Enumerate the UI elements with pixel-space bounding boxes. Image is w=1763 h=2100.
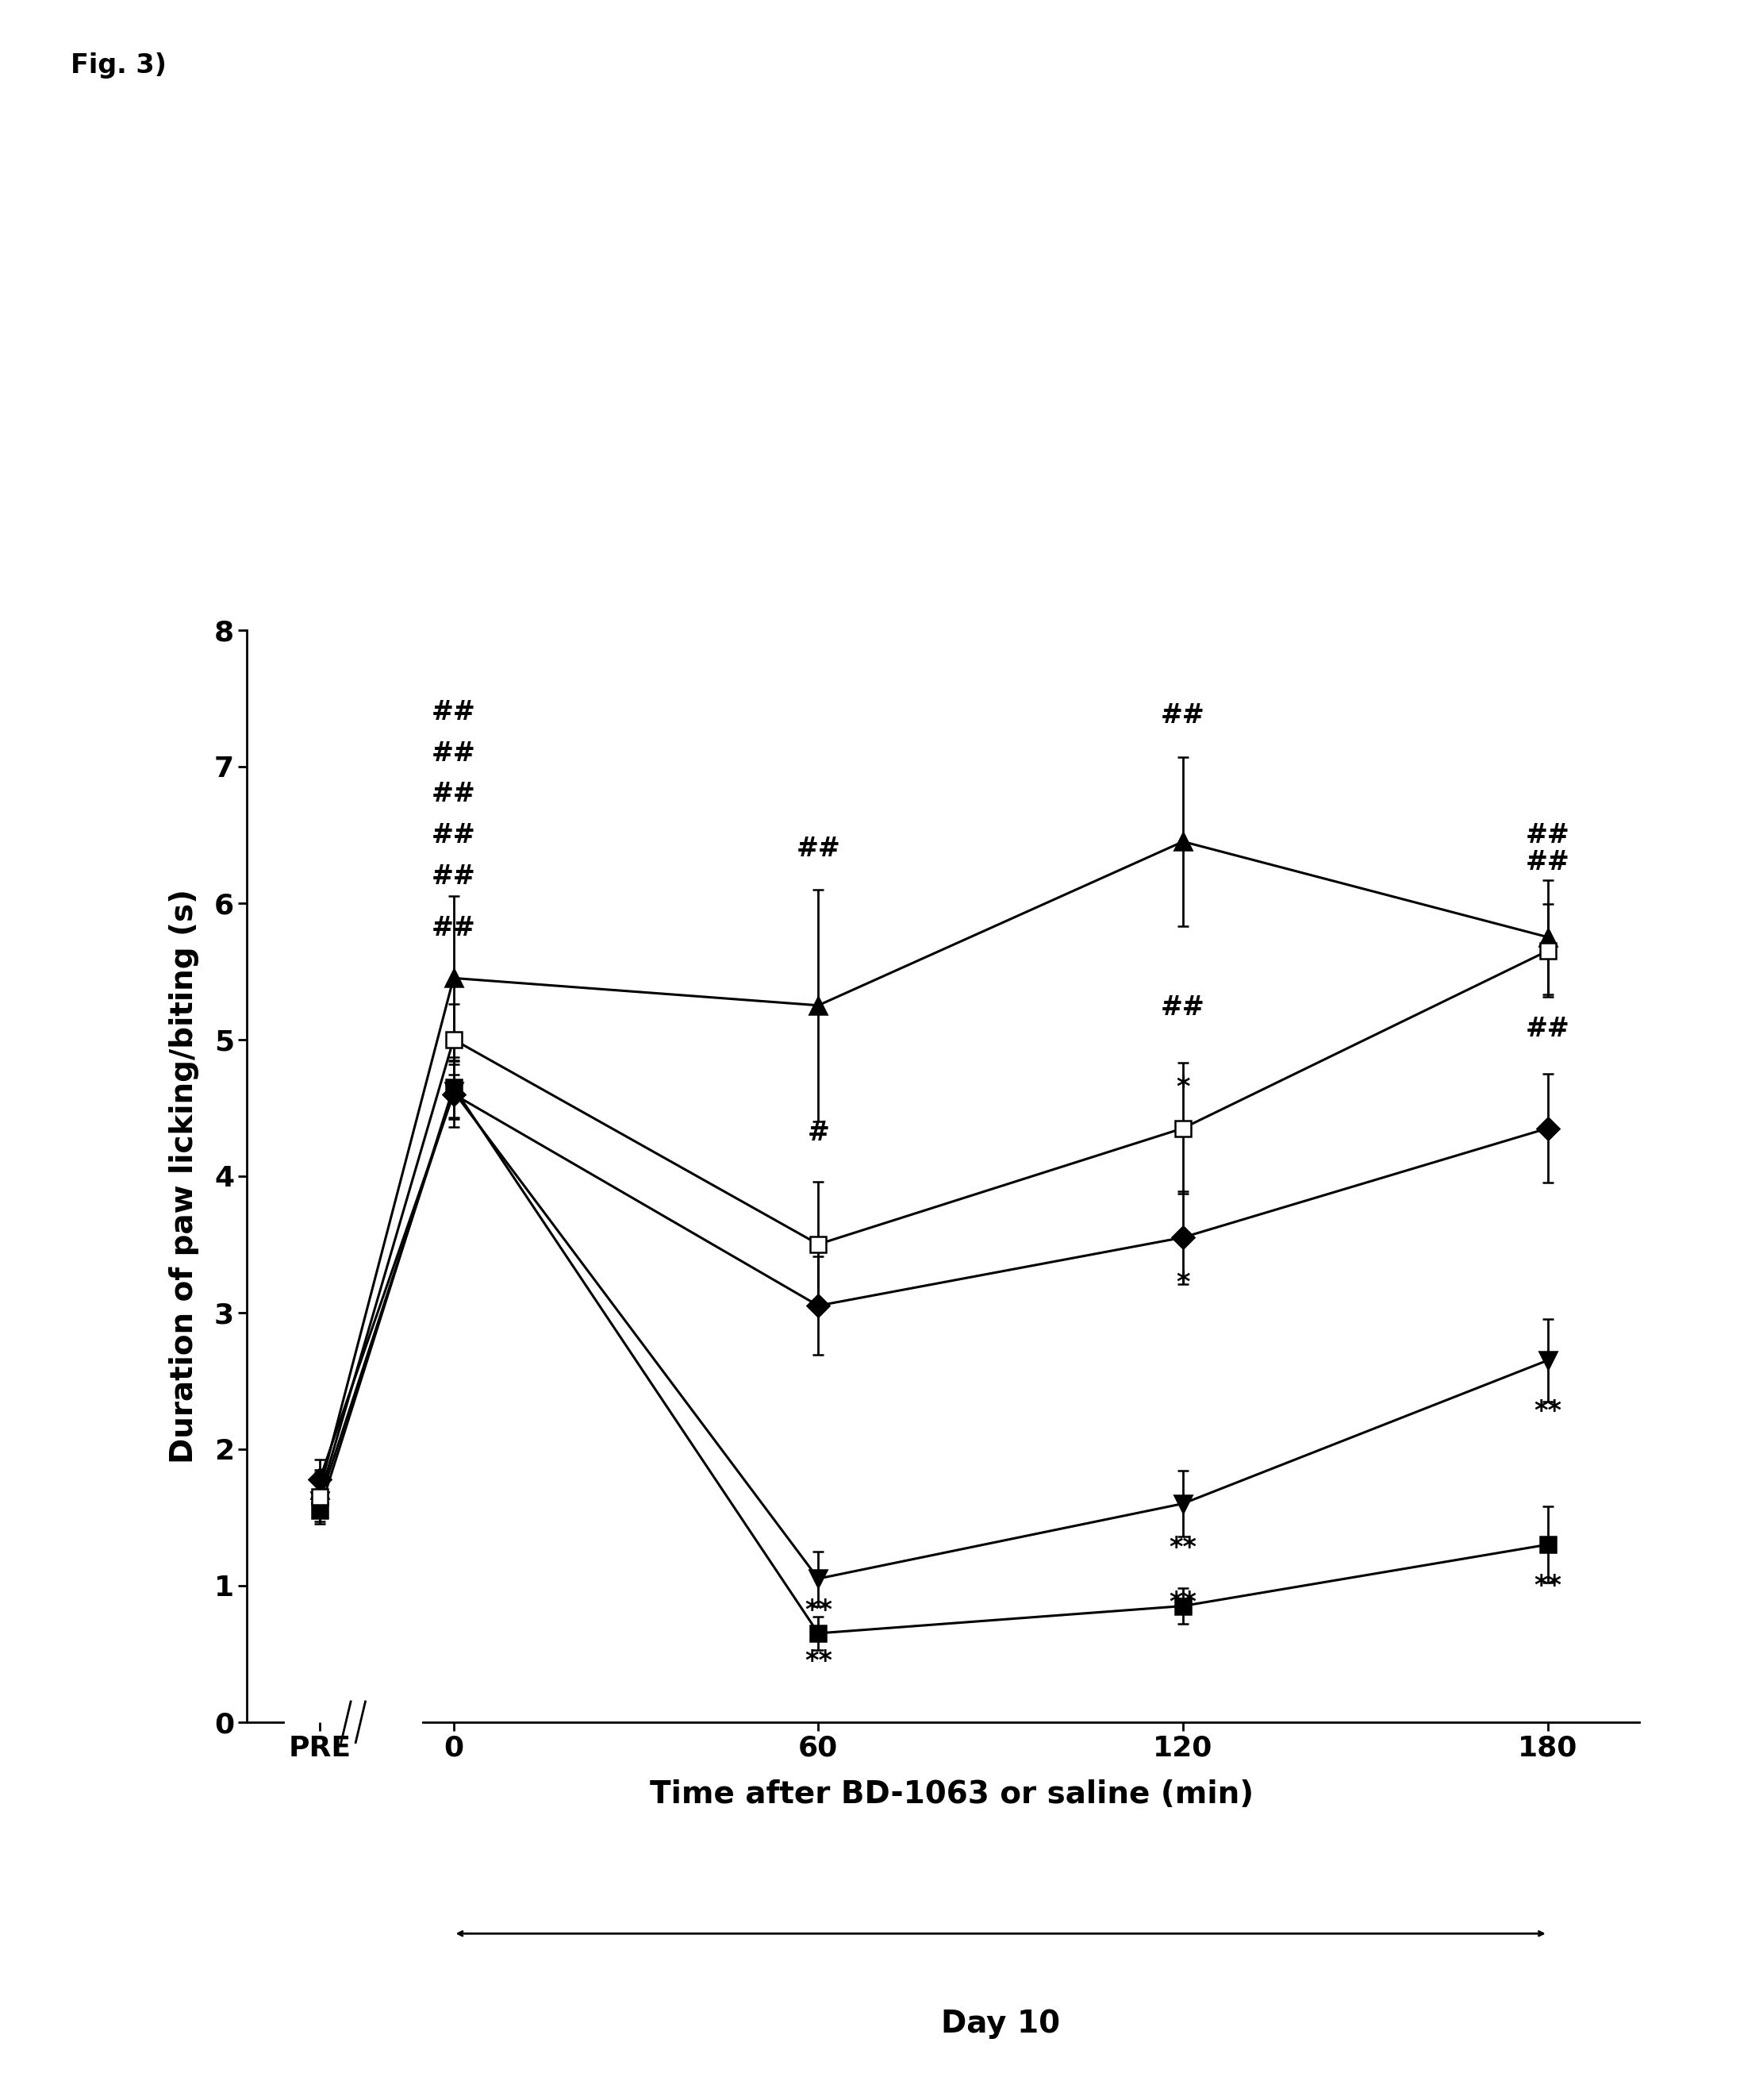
Text: ##: ##	[797, 836, 841, 863]
Y-axis label: Duration of paw licking/biting (s): Duration of paw licking/biting (s)	[169, 888, 199, 1464]
Text: Day 10: Day 10	[941, 2008, 1060, 2039]
Text: ##: ##	[432, 781, 476, 808]
Text: **: **	[804, 1598, 832, 1623]
Text: ##: ##	[1160, 993, 1206, 1021]
Text: ##: ##	[1160, 701, 1206, 729]
Text: #: #	[807, 1119, 829, 1147]
Text: **: **	[1169, 1590, 1197, 1615]
X-axis label: Time after BD-1063 or saline (min): Time after BD-1063 or saline (min)	[651, 1779, 1253, 1810]
Text: ##: ##	[1525, 850, 1569, 876]
Text: **: **	[1534, 1573, 1562, 1600]
Text: ##: ##	[432, 916, 476, 941]
Text: ##: ##	[432, 699, 476, 727]
Text: *: *	[1176, 1075, 1190, 1100]
Text: **: **	[804, 1648, 832, 1674]
Text: ##: ##	[1525, 823, 1569, 848]
Text: *: *	[1176, 1270, 1190, 1296]
Text: ##: ##	[432, 823, 476, 848]
Text: ##: ##	[432, 741, 476, 766]
Text: ##: ##	[432, 863, 476, 890]
Text: Fig. 3): Fig. 3)	[71, 52, 166, 78]
Text: **: **	[1534, 1399, 1562, 1424]
Text: ##: ##	[1525, 1016, 1569, 1042]
Text: **: **	[1169, 1535, 1197, 1560]
